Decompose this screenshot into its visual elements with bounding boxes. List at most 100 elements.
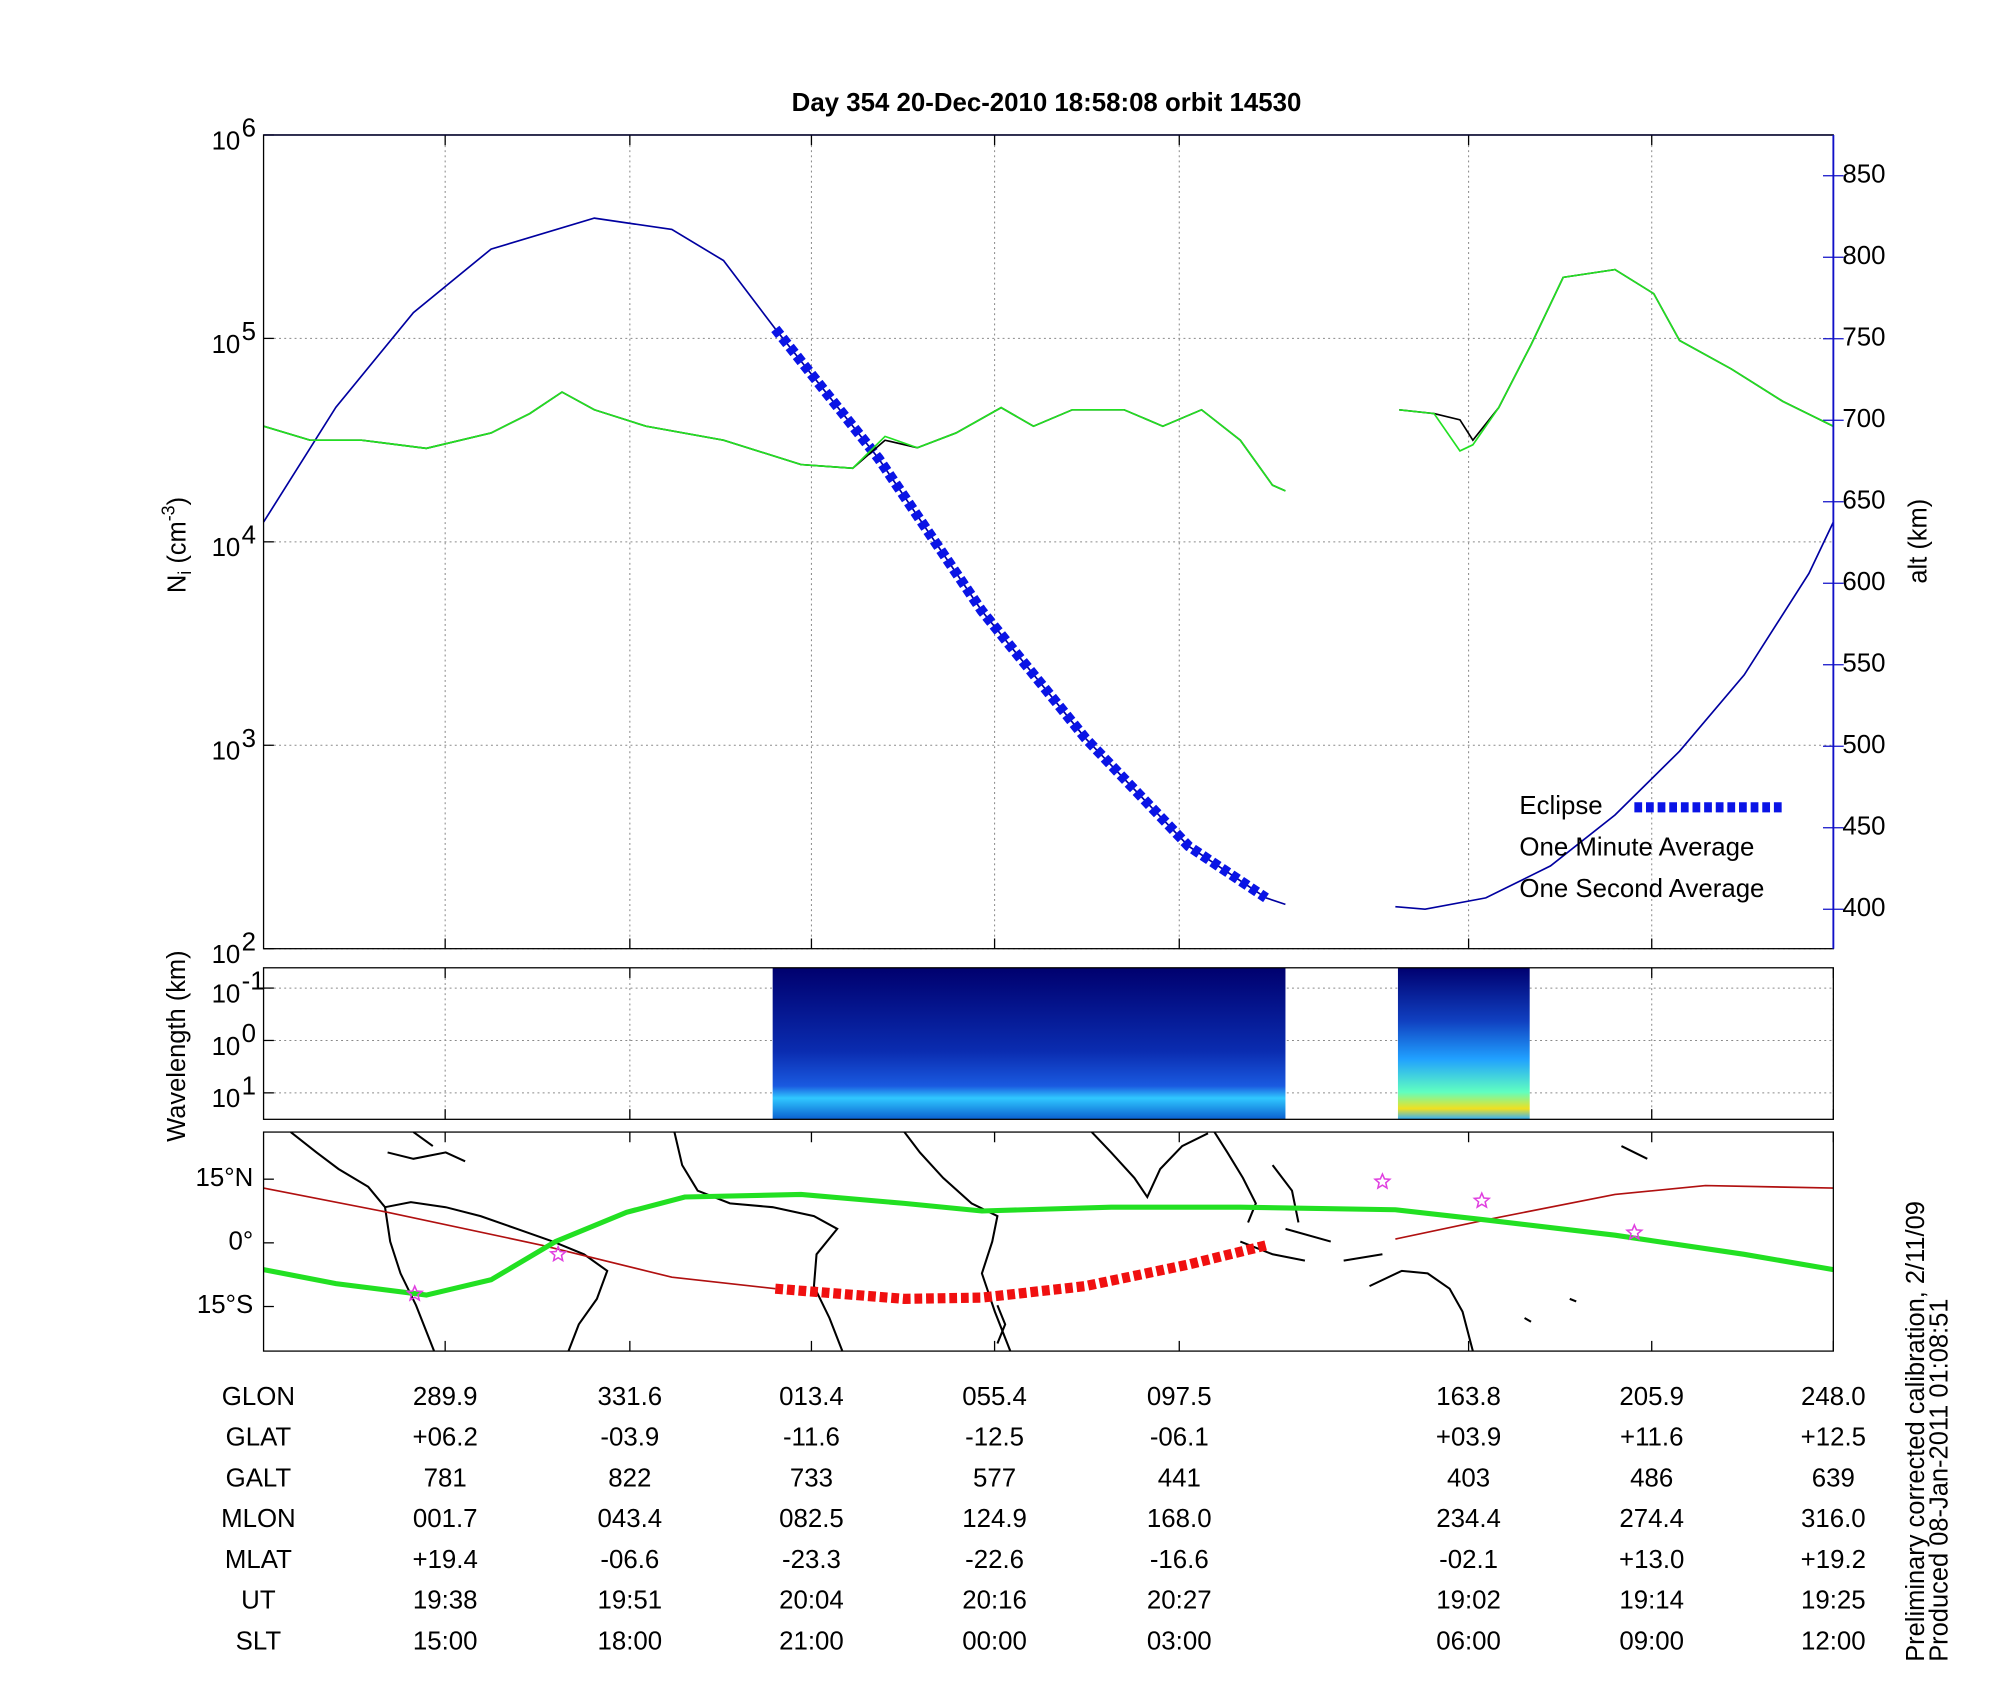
y-tick-label: 0° [229, 1228, 254, 1256]
table-cell: 577 [973, 1465, 1016, 1493]
y2-axis-label: alt (km) [1905, 499, 1933, 584]
table-cell: 822 [608, 1465, 651, 1493]
y-tick-label: 10 [212, 1085, 241, 1113]
table-cell: +13.0 [1619, 1546, 1684, 1574]
y-axis-label-part: ) [163, 497, 191, 505]
table-cell: 163.8 [1436, 1383, 1501, 1411]
y-tick-label: 10 [212, 738, 241, 766]
table-cell: 20:27 [1147, 1587, 1212, 1615]
table-cell: +06.2 [412, 1424, 477, 1452]
table-cell: +11.6 [1620, 1424, 1683, 1452]
y-axis-label-part: i [175, 571, 195, 575]
y-tick-label: 10 [212, 1033, 241, 1061]
coastline [996, 1304, 1007, 1344]
table-cell: +19.4 [412, 1546, 477, 1574]
y-tick-label: 10 [212, 331, 241, 359]
table-cell: 274.4 [1619, 1505, 1684, 1533]
y-tick-exponent: -1 [242, 968, 265, 996]
table-cell: 289.9 [413, 1383, 478, 1411]
table-cell: 20:16 [962, 1587, 1027, 1615]
y-tick-label: 10 [212, 534, 241, 562]
y2-tick-label: 800 [1842, 242, 1885, 270]
y-tick-label: 10 [212, 941, 241, 969]
table-cell: 331.6 [598, 1383, 663, 1411]
table-cell: -16.6 [1150, 1546, 1209, 1574]
y2-tick-label: 750 [1842, 324, 1885, 352]
y-tick-label: 15°S [197, 1291, 253, 1319]
y2-tick-label: 500 [1842, 731, 1885, 759]
coastline [387, 1132, 466, 1163]
table-cell: 055.4 [962, 1383, 1027, 1411]
eclipse-track [771, 325, 1269, 903]
chart-title: Day 354 20-Dec-2010 18:58:08 orbit 14530 [792, 89, 1302, 117]
table-cell: 15:00 [413, 1628, 478, 1656]
row-label: MLAT [225, 1546, 292, 1574]
legend-label: Eclipse [1519, 792, 1602, 820]
y-axis-label: Wavelength (km) [163, 950, 191, 1141]
y2-tick-label: 450 [1842, 813, 1885, 841]
table-cell: 001.7 [413, 1505, 478, 1533]
y-tick-exponent: 2 [242, 928, 256, 956]
table-cell: 12:00 [1801, 1628, 1866, 1656]
table-cell: -12.5 [965, 1424, 1024, 1452]
plot-frame [262, 967, 1834, 1120]
y2-tick-label: 400 [1842, 894, 1885, 922]
row-label: SLT [236, 1628, 282, 1656]
row-label: GLON [222, 1383, 295, 1411]
table-cell: 21:00 [779, 1628, 844, 1656]
table-cell: 013.4 [779, 1383, 844, 1411]
y-tick-exponent: 4 [242, 522, 256, 550]
table-cell: -11.6 [783, 1424, 840, 1452]
y-tick-exponent: 0 [242, 1020, 256, 1048]
table-cell: 248.0 [1801, 1383, 1866, 1411]
table-cell: +19.2 [1801, 1546, 1866, 1574]
star-marker [548, 1244, 568, 1263]
table-cell: -06.1 [1150, 1424, 1209, 1452]
table-cell: 19:38 [413, 1587, 478, 1615]
row-label: GLAT [226, 1424, 292, 1452]
y-tick-label: 10 [212, 981, 241, 1009]
table-cell: 234.4 [1436, 1505, 1501, 1533]
y-tick-exponent: 3 [242, 725, 256, 753]
table-cell: 639 [1812, 1465, 1855, 1493]
table-cell: 168.0 [1147, 1505, 1212, 1533]
table-cell: 781 [424, 1465, 467, 1493]
coastline [1524, 1145, 1648, 1323]
table-cell: 097.5 [1147, 1383, 1212, 1411]
table-cell: 19:25 [1801, 1587, 1866, 1615]
table-cell: 124.9 [962, 1505, 1027, 1533]
table-cell: 043.4 [598, 1505, 663, 1533]
table-cell: 316.0 [1801, 1505, 1866, 1533]
row-label: MLON [221, 1505, 296, 1533]
y-tick-exponent: 6 [242, 115, 256, 143]
eclipse-track [774, 1240, 1268, 1304]
coastline [1090, 1132, 1209, 1200]
table-cell: -02.1 [1439, 1546, 1498, 1574]
table-cell: -06.6 [600, 1546, 659, 1574]
table-cell: +12.5 [1801, 1424, 1866, 1452]
data-line [263, 1184, 1834, 1290]
row-label: UT [241, 1587, 276, 1615]
table-cell: 00:00 [962, 1628, 1027, 1656]
data-line [263, 1191, 1834, 1298]
coastline [290, 1132, 609, 1352]
y2-tick-label: 850 [1842, 161, 1885, 189]
table-cell: 19:51 [598, 1587, 663, 1615]
plot-frame [262, 1131, 1834, 1352]
y2-tick-label: 650 [1842, 487, 1885, 515]
table-cell: 20:04 [779, 1587, 844, 1615]
footnote: Produced 08-Jan-2011 01:08:51 [1925, 1299, 1953, 1662]
y-axis-label-part: (cm [163, 521, 191, 570]
coastline [1369, 1269, 1474, 1352]
spectrogram-block [772, 967, 1286, 1120]
legend-label: One Second Average [1519, 875, 1764, 903]
table-cell: 06:00 [1436, 1628, 1501, 1656]
y-tick-label: 15°N [196, 1164, 254, 1192]
table-cell: -03.9 [600, 1424, 659, 1452]
table-cell: 082.5 [779, 1505, 844, 1533]
table-cell: 09:00 [1619, 1628, 1684, 1656]
coastlines [290, 1132, 1648, 1352]
table-cell: -22.6 [965, 1546, 1024, 1574]
